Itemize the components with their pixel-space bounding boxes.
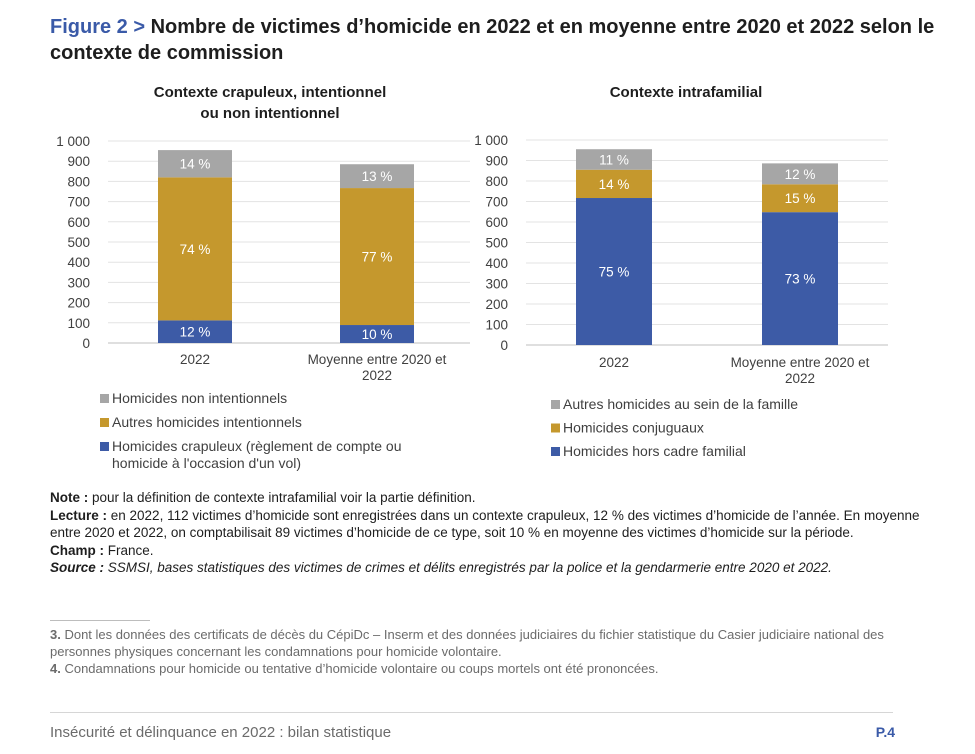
bar-segment: [340, 188, 414, 326]
legend-swatch: [100, 394, 109, 403]
footer-publication: Insécurité et délinquance en 2022 : bila…: [50, 724, 392, 741]
lecture-text: en 2022, 112 victimes d’homicide sont en…: [50, 507, 920, 541]
data-label: 77 %: [362, 250, 393, 265]
y-tick-label: 0: [82, 336, 90, 351]
source-line: Source : SSMSI, bases statistiques des v…: [50, 559, 920, 577]
x-tick-label: 2022: [180, 352, 210, 367]
y-tick-label: 600: [67, 215, 90, 230]
y-tick-label: 800: [67, 174, 90, 189]
x-tick-label: Moyenne entre 2020 et: [308, 352, 447, 367]
legend-label: homicide à l'occasion d'un vol): [112, 455, 301, 471]
bar-segment: [340, 325, 414, 343]
data-label: 14 %: [180, 157, 211, 172]
y-tick-label: 500: [67, 235, 90, 250]
data-label: 74 %: [180, 242, 211, 257]
chart-title: Contexte crapuleux, intentionnel: [154, 84, 387, 101]
y-tick-label: 100: [67, 316, 90, 331]
data-label: 12 %: [180, 325, 211, 340]
y-tick-label: 0: [500, 338, 508, 353]
bar-segment: [762, 184, 838, 213]
footnote-separator: [50, 620, 150, 621]
bar-segment: [158, 150, 232, 178]
chart-title: ou non intentionnel: [200, 105, 339, 122]
y-tick-label: 500: [485, 236, 508, 251]
source-text: SSMSI, bases statistiques des victimes d…: [104, 560, 832, 576]
footnote-number: 4.: [50, 661, 61, 677]
chart-title: Contexte intrafamilial: [610, 84, 763, 101]
data-label: 11 %: [599, 152, 629, 167]
champ-label: Champ :: [50, 542, 104, 558]
y-tick-label: 400: [485, 256, 508, 271]
x-tick-label: 2022: [362, 368, 392, 383]
y-tick-label: 300: [67, 275, 90, 290]
data-label: 15 %: [785, 191, 816, 206]
y-tick-label: 700: [67, 195, 90, 210]
charts-svg: Contexte crapuleux, intentionnel ou non i…: [56, 84, 888, 471]
legend-label: Homicides crapuleux (règlement de compte…: [112, 438, 401, 454]
legend-label: Homicides hors cadre familial: [563, 443, 746, 459]
footer-page-number: P.4: [875, 724, 895, 740]
y-tick-label: 800: [485, 174, 508, 189]
legend-swatch: [100, 442, 109, 451]
footer-divider: [50, 712, 893, 713]
y-tick-label: 700: [485, 195, 508, 210]
y-tick-label: 300: [485, 277, 508, 292]
y-tick-label: 100: [485, 318, 508, 333]
data-label: 14 %: [599, 177, 630, 192]
data-label: 12 %: [785, 167, 816, 182]
bar-segment: [340, 164, 414, 189]
y-tick-label: 200: [485, 297, 508, 312]
x-tick-label: 2022: [785, 371, 815, 386]
legend-label: Homicides non intentionnels: [112, 390, 287, 406]
figure-title-text: Nombre de victimes d’homicide en 2022 et…: [50, 16, 935, 64]
note-line: Note : pour la définition de contexte in…: [50, 489, 920, 507]
y-tick-label: 1 000: [474, 133, 508, 148]
footnote-3: 3. Dont les données des certificats de d…: [50, 626, 910, 660]
note-label: Note :: [50, 490, 89, 505]
bar-segment: [762, 212, 838, 345]
x-tick-label: Moyenne entre 2020 et: [731, 355, 870, 370]
champ-text: France.: [104, 542, 154, 558]
champ-line: Champ : France.: [50, 542, 920, 560]
footnote-text: Dont les données des certificats de décè…: [50, 627, 884, 660]
y-tick-label: 900: [485, 154, 508, 169]
bar-segment: [576, 169, 652, 199]
figure-title: Figure 2 > Nombre de victimes d’homicide…: [50, 14, 950, 66]
y-tick-label: 600: [485, 215, 508, 230]
data-label: 73 %: [785, 272, 816, 287]
charts-area: Contexte crapuleux, intentionnel ou non i…: [56, 84, 888, 471]
lecture-line: Lecture : en 2022, 112 victimes d’homici…: [50, 507, 920, 542]
bar-segment: [576, 198, 652, 345]
footnotes-block: 3. Dont les données des certificats de d…: [50, 626, 910, 678]
y-tick-label: 900: [67, 154, 90, 169]
legend-swatch: [100, 418, 109, 427]
legend-swatch: [551, 400, 560, 409]
figure-label: Figure 2 >: [50, 16, 146, 38]
legend-label: Homicides conjuguaux: [563, 420, 704, 436]
legend-label: Autres homicides intentionnels: [112, 414, 302, 430]
footnote-4: 4. Condamnations pour homicide ou tentat…: [50, 660, 910, 677]
footnote-number: 3.: [50, 627, 61, 642]
data-label: 75 %: [599, 265, 630, 280]
y-tick-label: 400: [67, 255, 90, 270]
bar-segment: [762, 163, 838, 185]
y-tick-label: 200: [67, 296, 90, 311]
data-label: 13 %: [362, 169, 393, 184]
x-tick-label: 2022: [599, 355, 629, 370]
legend-swatch: [551, 423, 560, 433]
y-tick-label: 1 000: [56, 134, 90, 149]
source-label: Source :: [50, 560, 105, 576]
footnote-text: Condamnations pour homicide ou tentative…: [60, 661, 659, 677]
legend-label: Autres homicides au sein de la famille: [563, 396, 798, 412]
bar-segment: [158, 177, 232, 321]
note-text: pour la définition de contexte intrafami…: [88, 490, 476, 505]
notes-block: Note : pour la définition de contexte in…: [50, 489, 920, 577]
bar-segment: [158, 320, 232, 343]
data-label: 10 %: [362, 327, 393, 342]
bar-segment: [576, 149, 652, 170]
legend-swatch: [551, 447, 560, 456]
lecture-label: Lecture :: [50, 507, 108, 523]
